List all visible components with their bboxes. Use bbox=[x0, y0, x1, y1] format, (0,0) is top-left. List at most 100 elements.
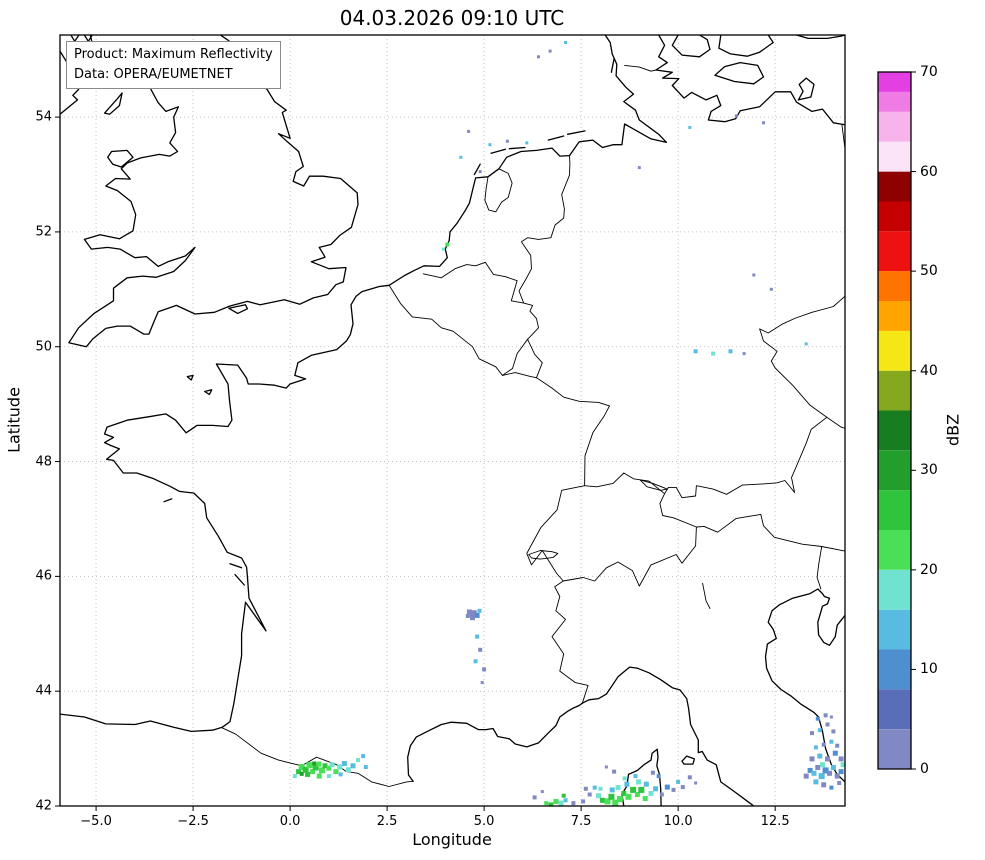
radar-echo bbox=[804, 342, 808, 346]
coastline bbox=[68, 35, 359, 348]
y-tick-label: 44 bbox=[35, 683, 52, 699]
radar-echo bbox=[600, 797, 605, 803]
radar-echo bbox=[630, 786, 637, 793]
radar-echo bbox=[587, 792, 592, 797]
colorbar-segment bbox=[878, 141, 911, 172]
radar-echo bbox=[480, 681, 484, 685]
country-border bbox=[526, 472, 697, 587]
radar-echo bbox=[337, 764, 343, 770]
radar-echo bbox=[478, 647, 483, 652]
radar-echo bbox=[292, 774, 297, 779]
radar-echo bbox=[829, 739, 834, 744]
radar-echo bbox=[322, 763, 328, 769]
radar-echo bbox=[823, 713, 828, 718]
radar-echo bbox=[356, 758, 360, 763]
coastline bbox=[163, 498, 173, 503]
coastline bbox=[186, 374, 194, 381]
radar-echo bbox=[467, 129, 471, 133]
radar-echo bbox=[813, 745, 818, 750]
coastline bbox=[60, 35, 668, 733]
radar-echo bbox=[830, 765, 836, 770]
figure-title: 04.03.2026 09:10 UTC bbox=[339, 6, 565, 30]
coastline bbox=[234, 573, 245, 586]
colorbar-tick-label: 50 bbox=[920, 263, 938, 280]
radar-echo bbox=[807, 767, 813, 773]
colorbar-segment bbox=[878, 370, 911, 411]
radar-echo bbox=[643, 781, 649, 787]
radar-echo bbox=[466, 609, 472, 615]
colorbar-segment bbox=[878, 72, 911, 92]
radar-echo bbox=[838, 756, 844, 762]
coastline bbox=[508, 146, 526, 150]
radar-echo bbox=[742, 352, 746, 356]
lake-outline bbox=[484, 168, 513, 213]
colorbar-segment bbox=[878, 271, 911, 301]
coastline bbox=[566, 130, 586, 135]
radar-echo bbox=[296, 769, 302, 775]
radar-echo bbox=[326, 774, 331, 779]
radar-echo bbox=[825, 756, 830, 762]
radar-echo bbox=[553, 798, 559, 804]
x-tick-label: 2.5 bbox=[376, 814, 398, 829]
colorbar-segment bbox=[878, 410, 911, 451]
radar-echo bbox=[694, 781, 698, 785]
radar-echo bbox=[596, 793, 602, 799]
radar-echo bbox=[474, 612, 480, 618]
coastline bbox=[671, 35, 711, 58]
radar-echo bbox=[482, 667, 487, 672]
radar-echo bbox=[642, 796, 648, 801]
radar-echo bbox=[636, 779, 642, 785]
radar-echo bbox=[818, 773, 825, 780]
country-border bbox=[388, 284, 610, 487]
radar-echo bbox=[825, 722, 830, 727]
colorbar-tick-label: 40 bbox=[920, 362, 938, 379]
radar-echo bbox=[459, 155, 463, 159]
colorbar-segment bbox=[878, 490, 911, 530]
radar-echo bbox=[820, 762, 825, 768]
radar-echo bbox=[621, 790, 627, 796]
radar-echo bbox=[622, 776, 627, 781]
radar-echo bbox=[840, 762, 845, 768]
radar-echo bbox=[638, 786, 645, 793]
colorbar-tick-label: 60 bbox=[920, 163, 938, 180]
radar-echo bbox=[598, 786, 603, 791]
radar-echo bbox=[318, 767, 325, 774]
colorbar-segment bbox=[878, 689, 911, 730]
country-border bbox=[501, 338, 543, 379]
colorbar-segment bbox=[878, 450, 911, 491]
radar-echo bbox=[832, 750, 838, 756]
radar-echo bbox=[302, 766, 309, 773]
radar-echo bbox=[299, 771, 304, 776]
lake-outline bbox=[528, 550, 559, 560]
plot-area bbox=[60, 35, 845, 806]
radar-echo bbox=[676, 779, 681, 784]
radar-echo bbox=[445, 242, 450, 247]
radar-echo bbox=[548, 802, 554, 806]
colorbar-tick-label: 30 bbox=[920, 462, 938, 479]
country-border bbox=[220, 726, 414, 787]
radar-echo bbox=[821, 782, 827, 788]
coastline bbox=[610, 57, 615, 73]
radar-echo bbox=[310, 769, 316, 775]
colorbar-segment bbox=[878, 301, 911, 331]
radar-echo bbox=[650, 770, 655, 775]
radar-echo bbox=[312, 761, 317, 766]
radar-echo bbox=[656, 774, 661, 779]
colorbar-tick-label: 20 bbox=[920, 561, 938, 578]
radar-echo bbox=[350, 763, 356, 769]
coastline bbox=[795, 35, 845, 40]
country-border bbox=[664, 416, 828, 499]
radar-echo bbox=[604, 765, 608, 769]
radar-echo bbox=[815, 716, 820, 721]
radar-echo bbox=[561, 793, 566, 798]
radar-echo bbox=[609, 787, 615, 793]
radar-echo bbox=[829, 785, 834, 790]
radar-echo bbox=[316, 761, 322, 767]
radar-echo bbox=[688, 125, 692, 129]
radar-echo bbox=[634, 792, 640, 797]
colorbar-segment bbox=[878, 171, 911, 202]
colorbar-segment bbox=[878, 609, 911, 650]
radar-echo bbox=[612, 799, 619, 806]
coastline bbox=[204, 389, 213, 396]
radar-echo bbox=[338, 772, 343, 777]
